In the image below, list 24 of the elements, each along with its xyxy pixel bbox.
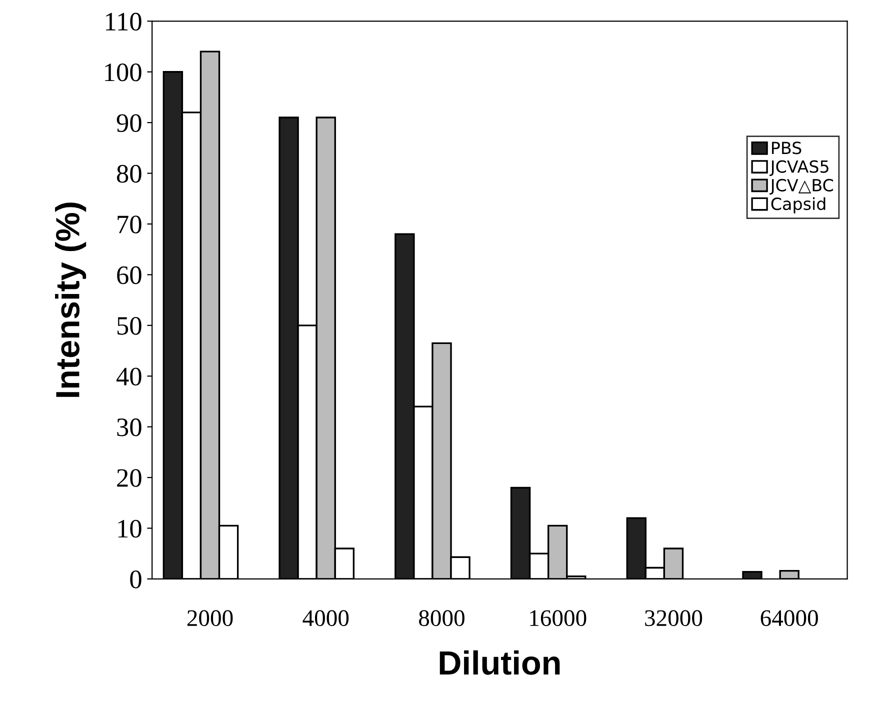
y-tick-label: 100: [105, 63, 142, 82]
y-tick-label: 80: [116, 164, 142, 183]
legend-label: PBS: [772, 142, 802, 154]
y-tick-label: 30: [117, 418, 142, 436]
y-tick-label: 10: [118, 520, 142, 538]
y-tick-label: 20: [117, 469, 142, 487]
y-axis-title: Intensity (%): [55, 202, 86, 397]
x-tick-label: 16000: [530, 610, 586, 626]
x-tick-label: 32000: [645, 610, 702, 626]
x-tick-label: 2000: [187, 610, 233, 626]
y-tick-label: 70: [118, 216, 142, 234]
y-tick-label: 50: [118, 317, 142, 335]
y-tick-label: 60: [117, 266, 142, 284]
x-axis-title: Dilution: [440, 650, 560, 675]
y-tick-label: 90: [116, 114, 142, 132]
y-tick-label: 0: [130, 570, 142, 588]
y-tick-label: 40: [116, 368, 142, 386]
legend-label: JCVAS5: [770, 160, 828, 176]
legend-label: Capsid: [771, 197, 826, 214]
x-tick-label: 8000: [419, 610, 464, 626]
y-tick-label: 110: [106, 12, 142, 31]
x-tick-label: 64000: [760, 610, 818, 626]
legend-label: JCV△BC: [770, 178, 834, 195]
x-tick-label: 4000: [302, 610, 349, 626]
